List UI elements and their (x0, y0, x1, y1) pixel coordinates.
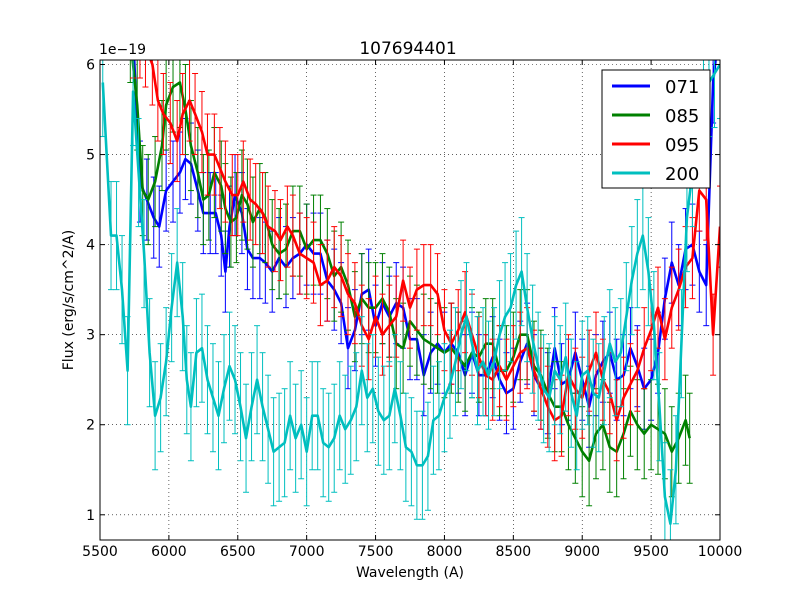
x-tick-label: 6500 (220, 544, 256, 560)
y-tick-label: 1 (86, 508, 95, 524)
legend-label: 200 (665, 164, 699, 185)
y-multiplier-label: 1e−19 (99, 42, 146, 58)
legend-label: 085 (665, 106, 699, 127)
x-tick-label: 7000 (289, 544, 325, 560)
y-tick-label: 4 (86, 238, 95, 254)
x-tick-label: 6000 (151, 544, 187, 560)
x-tick-label: 9000 (564, 544, 600, 560)
y-axis-label: Flux (erg/s/cm^2/A) (61, 230, 77, 370)
x-tick-label: 9500 (633, 544, 669, 560)
x-tick-label: 5500 (82, 544, 118, 560)
y-tick-label: 3 (86, 328, 95, 344)
y-tick-label: 2 (86, 418, 95, 434)
legend-box (601, 69, 711, 189)
x-tick-label: 8500 (496, 544, 532, 560)
legend-label: 071 (665, 77, 699, 98)
x-tick-label: 8000 (427, 544, 463, 560)
plot-series (100, 60, 720, 540)
y-tick-label: 6 (86, 58, 95, 74)
series-line-085 (131, 60, 691, 463)
series-line-095 (149, 60, 720, 422)
x-axis-label: Wavelength (A) (356, 565, 464, 581)
axis-ticks: 5500 6000 6500 7000 7500 8000 8500 9000 9500 1000… (82, 58, 742, 560)
x-tick-label: 10000 (698, 544, 743, 560)
y-tick-label: 5 (86, 148, 95, 164)
legend-label: 095 (665, 135, 699, 156)
legend: 071 085 095 200 (601, 69, 711, 189)
series-200 (100, 60, 720, 540)
chart-title: 107694401 (359, 39, 456, 59)
plot-frame (99, 59, 721, 541)
series-line-200 (101, 63, 720, 526)
x-tick-label: 7500 (358, 544, 394, 560)
